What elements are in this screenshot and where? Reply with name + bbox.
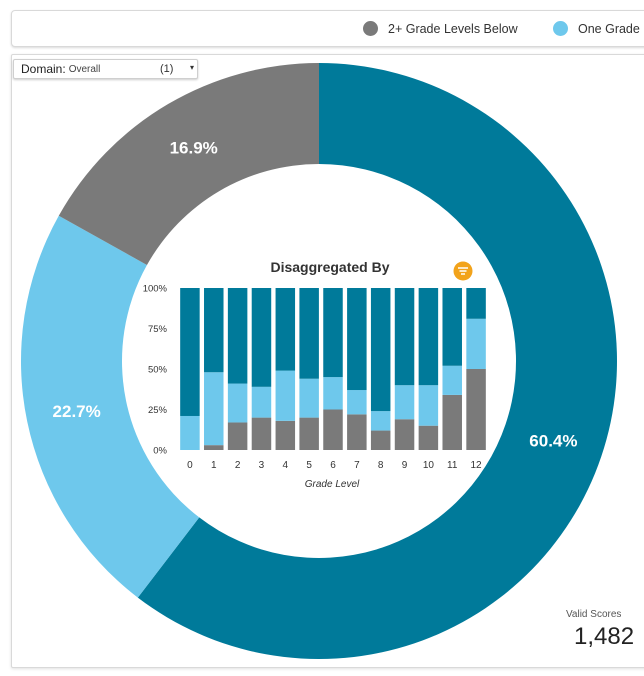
bar-segment[interactable] — [394, 288, 415, 386]
donut-slice[interactable] — [137, 63, 618, 659]
bar-segment[interactable] — [251, 288, 272, 387]
bar-segment[interactable] — [442, 288, 462, 366]
donut-slice[interactable] — [20, 215, 200, 598]
bar-segment[interactable] — [418, 425, 439, 450]
x-tick-label: 2 — [235, 460, 241, 471]
bar-segment[interactable] — [251, 417, 272, 450]
y-tick-label: 25% — [148, 405, 168, 416]
bar-segment[interactable] — [370, 288, 391, 412]
legend-label: 2+ Grade Levels Below — [388, 21, 518, 36]
y-tick-label: 100% — [143, 284, 168, 295]
legend-item-one-grade[interactable]: One Grade — [553, 11, 640, 46]
legend-bar: 2+ Grade Levels Below One Grade — [11, 10, 644, 47]
bar-segment[interactable] — [227, 288, 248, 384]
valid-scores-label: Valid Scores — [566, 609, 622, 620]
domain-select-value: Overall — [68, 63, 101, 75]
bar-segment[interactable] — [323, 409, 343, 451]
bar-segment[interactable] — [204, 372, 224, 446]
bar-segment[interactable] — [299, 378, 319, 418]
donut-slice[interactable] — [58, 63, 319, 266]
x-tick-label: 6 — [330, 460, 336, 471]
bar-segment[interactable] — [418, 385, 439, 426]
bar-segment[interactable] — [323, 288, 343, 378]
bar-segment[interactable] — [394, 385, 415, 420]
bar-chart: 0%25%50%75%100%0 1 2 3 4 5 6 7 8 9 10 11 12 — [143, 284, 486, 471]
y-tick-label: 75% — [148, 324, 168, 335]
bar-segment[interactable] — [347, 414, 367, 450]
bar-segment[interactable] — [275, 288, 296, 371]
bar-segment[interactable] — [370, 430, 391, 450]
x-tick-label: 4 — [283, 460, 289, 471]
bar-segment[interactable] — [418, 288, 439, 386]
bar-segment[interactable] — [275, 370, 296, 421]
bar-chart-title: Disaggregated By — [270, 259, 389, 275]
x-tick-label: 10 — [423, 460, 435, 471]
bar-segment[interactable] — [442, 365, 462, 395]
valid-scores-value: 1,482 — [574, 623, 635, 650]
domain-select-count: (1) — [160, 63, 174, 75]
bar-segment[interactable] — [466, 369, 486, 450]
x-tick-label: 8 — [378, 460, 384, 471]
bar-chart-xlabel: Grade Level — [305, 479, 360, 490]
bar-segment[interactable] — [323, 377, 343, 410]
domain-select-label: Domain: — [21, 62, 66, 76]
bar-segment[interactable] — [299, 417, 319, 450]
bar-segment[interactable] — [347, 288, 367, 391]
donut-value-label: 16.9% — [170, 139, 218, 158]
bar-segment[interactable] — [227, 422, 248, 450]
domain-select[interactable]: Domain: Overall (1) ▾ — [13, 59, 198, 79]
x-tick-label: 0 — [187, 460, 193, 471]
donut-chart: 16.9% 22.7% 60.4% — [20, 63, 618, 659]
donut-value-label: 22.7% — [53, 402, 101, 421]
chevron-down-icon: ▾ — [190, 63, 195, 72]
filter-icon[interactable] — [453, 261, 473, 281]
legend-swatch — [363, 21, 378, 36]
donut-value-label: 60.4% — [529, 431, 577, 450]
legend-swatch — [553, 21, 568, 36]
bar-segment[interactable] — [275, 420, 296, 450]
bar-segment[interactable] — [466, 288, 486, 319]
bar-segment[interactable] — [347, 390, 367, 415]
bar-segment[interactable] — [180, 415, 200, 450]
bar-segment[interactable] — [299, 288, 319, 379]
bar-segment[interactable] — [227, 383, 248, 423]
legend-label: One Grade — [578, 21, 640, 36]
bar-segment[interactable] — [370, 411, 391, 431]
x-tick-label: 3 — [259, 460, 265, 471]
bar-segment[interactable] — [466, 318, 486, 369]
bar-segment[interactable] — [204, 445, 224, 450]
x-tick-label: 12 — [471, 460, 483, 471]
x-tick-label: 7 — [354, 460, 360, 471]
legend-item-2plus-below[interactable]: 2+ Grade Levels Below — [363, 11, 518, 46]
x-tick-label: 1 — [211, 460, 217, 471]
x-tick-label: 5 — [306, 460, 312, 471]
x-tick-label: 9 — [402, 460, 408, 471]
x-tick-label: 11 — [447, 460, 458, 471]
y-tick-label: 0% — [153, 446, 167, 457]
bar-segment[interactable] — [180, 288, 200, 416]
bar-segment[interactable] — [394, 419, 415, 450]
y-tick-label: 50% — [148, 365, 168, 376]
bar-segment[interactable] — [204, 288, 224, 373]
bar-segment[interactable] — [251, 386, 272, 418]
bar-segment[interactable] — [442, 394, 462, 450]
